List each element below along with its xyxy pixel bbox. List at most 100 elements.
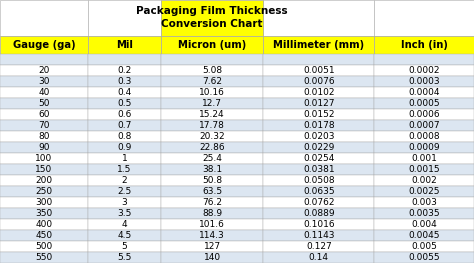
Text: 0.8: 0.8 <box>117 132 132 141</box>
Text: 60: 60 <box>38 110 50 119</box>
Text: 4.5: 4.5 <box>117 231 132 240</box>
Bar <box>374 109 474 120</box>
Bar <box>161 186 263 197</box>
Text: 0.127: 0.127 <box>306 242 332 251</box>
Bar <box>161 98 263 109</box>
Bar <box>88 65 161 76</box>
Text: 38.1: 38.1 <box>202 165 222 174</box>
Bar <box>374 208 474 219</box>
Text: 0.0003: 0.0003 <box>409 77 440 86</box>
Bar <box>374 142 474 153</box>
Bar <box>0 252 88 263</box>
Text: 101.6: 101.6 <box>199 220 225 229</box>
Text: 25.4: 25.4 <box>202 154 222 163</box>
Text: Packaging Film Thickness
Conversion Chart: Packaging Film Thickness Conversion Char… <box>137 6 288 29</box>
Bar <box>263 142 374 153</box>
Bar <box>263 208 374 219</box>
Text: 0.0015: 0.0015 <box>409 165 440 174</box>
Text: 0.004: 0.004 <box>411 220 437 229</box>
Bar <box>88 175 161 186</box>
Bar <box>161 219 263 230</box>
Bar <box>161 142 263 153</box>
Text: 0.0152: 0.0152 <box>303 110 335 119</box>
Text: 200: 200 <box>35 176 53 185</box>
Bar <box>0 0 88 36</box>
Bar <box>161 65 263 76</box>
Bar <box>88 230 161 241</box>
Text: 0.0002: 0.0002 <box>409 66 440 75</box>
Bar <box>374 219 474 230</box>
Text: 500: 500 <box>35 242 53 251</box>
Text: 50.8: 50.8 <box>202 176 222 185</box>
Bar <box>88 36 161 54</box>
Text: 90: 90 <box>38 143 50 152</box>
Text: 350: 350 <box>35 209 53 218</box>
Text: 0.5: 0.5 <box>117 99 132 108</box>
Text: 0.0006: 0.0006 <box>409 110 440 119</box>
Bar <box>0 76 88 87</box>
Text: 20.32: 20.32 <box>199 132 225 141</box>
Bar <box>263 164 374 175</box>
Bar <box>263 65 374 76</box>
Bar <box>0 153 88 164</box>
Bar <box>374 87 474 98</box>
Text: 0.2: 0.2 <box>117 66 132 75</box>
Bar <box>263 230 374 241</box>
Bar <box>88 54 161 65</box>
Text: 0.0007: 0.0007 <box>409 121 440 130</box>
Bar <box>374 76 474 87</box>
Bar <box>263 36 374 54</box>
Text: 0.9: 0.9 <box>117 143 132 152</box>
Bar <box>263 219 374 230</box>
Text: 0.0051: 0.0051 <box>303 66 335 75</box>
Text: 2: 2 <box>122 176 127 185</box>
Text: 0.0178: 0.0178 <box>303 121 335 130</box>
Bar <box>263 241 374 252</box>
Bar <box>0 219 88 230</box>
Bar <box>0 230 88 241</box>
Text: 3.5: 3.5 <box>117 209 132 218</box>
Bar <box>263 0 374 36</box>
Bar <box>0 131 88 142</box>
Text: Micron (um): Micron (um) <box>178 40 246 50</box>
Bar <box>88 131 161 142</box>
Bar <box>374 197 474 208</box>
Text: 1.5: 1.5 <box>117 165 132 174</box>
Bar <box>0 175 88 186</box>
Bar <box>0 65 88 76</box>
Text: 0.6: 0.6 <box>117 110 132 119</box>
Bar <box>161 54 263 65</box>
Text: 0.0102: 0.0102 <box>303 88 335 97</box>
Text: 0.0055: 0.0055 <box>409 253 440 262</box>
Bar <box>0 87 88 98</box>
Text: 0.0045: 0.0045 <box>409 231 440 240</box>
Bar <box>88 208 161 219</box>
Text: 0.0005: 0.0005 <box>409 99 440 108</box>
Text: 63.5: 63.5 <box>202 187 222 196</box>
Bar <box>374 252 474 263</box>
Text: 0.0035: 0.0035 <box>409 209 440 218</box>
Text: 0.0889: 0.0889 <box>303 209 335 218</box>
Bar <box>374 186 474 197</box>
Text: 50: 50 <box>38 99 50 108</box>
Bar <box>374 54 474 65</box>
Text: 10.16: 10.16 <box>199 88 225 97</box>
Bar <box>374 120 474 131</box>
Bar <box>0 164 88 175</box>
Bar <box>263 197 374 208</box>
Bar <box>88 164 161 175</box>
Bar <box>0 186 88 197</box>
Text: 250: 250 <box>35 187 53 196</box>
Text: 5.5: 5.5 <box>117 253 132 262</box>
Bar <box>161 241 263 252</box>
Text: 0.003: 0.003 <box>411 198 437 207</box>
Bar <box>263 175 374 186</box>
Text: Gauge (ga): Gauge (ga) <box>12 40 75 50</box>
Text: 80: 80 <box>38 132 50 141</box>
Bar <box>88 219 161 230</box>
Bar <box>374 65 474 76</box>
Text: 0.0076: 0.0076 <box>303 77 335 86</box>
Bar <box>161 175 263 186</box>
Text: 0.002: 0.002 <box>411 176 437 185</box>
Text: 0.3: 0.3 <box>117 77 132 86</box>
